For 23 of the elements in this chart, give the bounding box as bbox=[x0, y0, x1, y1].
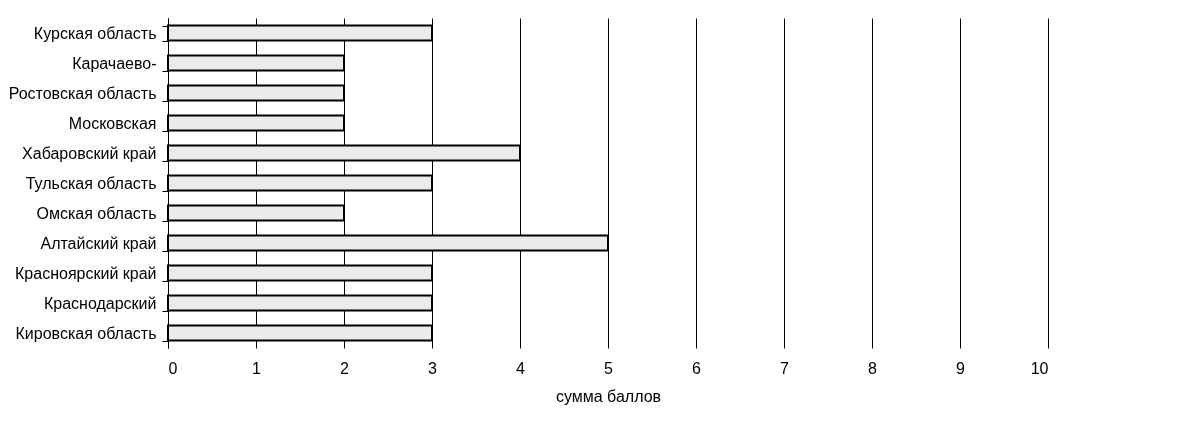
x-tick-label: 7 bbox=[780, 359, 790, 377]
x-tick-label: 1 bbox=[252, 359, 262, 377]
x-tick-label: 8 bbox=[868, 359, 878, 377]
x-tick-label: 6 bbox=[692, 359, 702, 377]
x-tick-label: 3 bbox=[428, 359, 438, 377]
x-tick-label: 5 bbox=[604, 359, 614, 377]
y-tick-label: Карачаево- bbox=[72, 54, 157, 72]
y-tick-label: Кировская область bbox=[15, 324, 157, 342]
x-axis-title: сумма баллов bbox=[555, 387, 662, 405]
x-tick-label: 4 bbox=[516, 359, 526, 377]
y-tick-label: Ростовская область bbox=[8, 84, 157, 102]
y-tick-label: Алтайский край bbox=[40, 234, 157, 252]
x-tick-label: 10 bbox=[1030, 359, 1049, 377]
y-tick-label: Краснодарский bbox=[43, 294, 157, 312]
y-tick-label: Московская bbox=[68, 114, 157, 132]
x-tick-label: 2 bbox=[340, 359, 350, 377]
y-tick-label: Омская область bbox=[36, 204, 157, 222]
y-tick-label: Красноярский край bbox=[15, 264, 157, 282]
y-tick-label: Тульская область bbox=[25, 174, 157, 192]
x-tick-label: 0 bbox=[168, 359, 178, 377]
y-tick-label: Курская область bbox=[33, 24, 157, 42]
x-tick-label: 9 bbox=[956, 359, 966, 377]
y-tick-label: Хабаровский край bbox=[22, 144, 157, 162]
